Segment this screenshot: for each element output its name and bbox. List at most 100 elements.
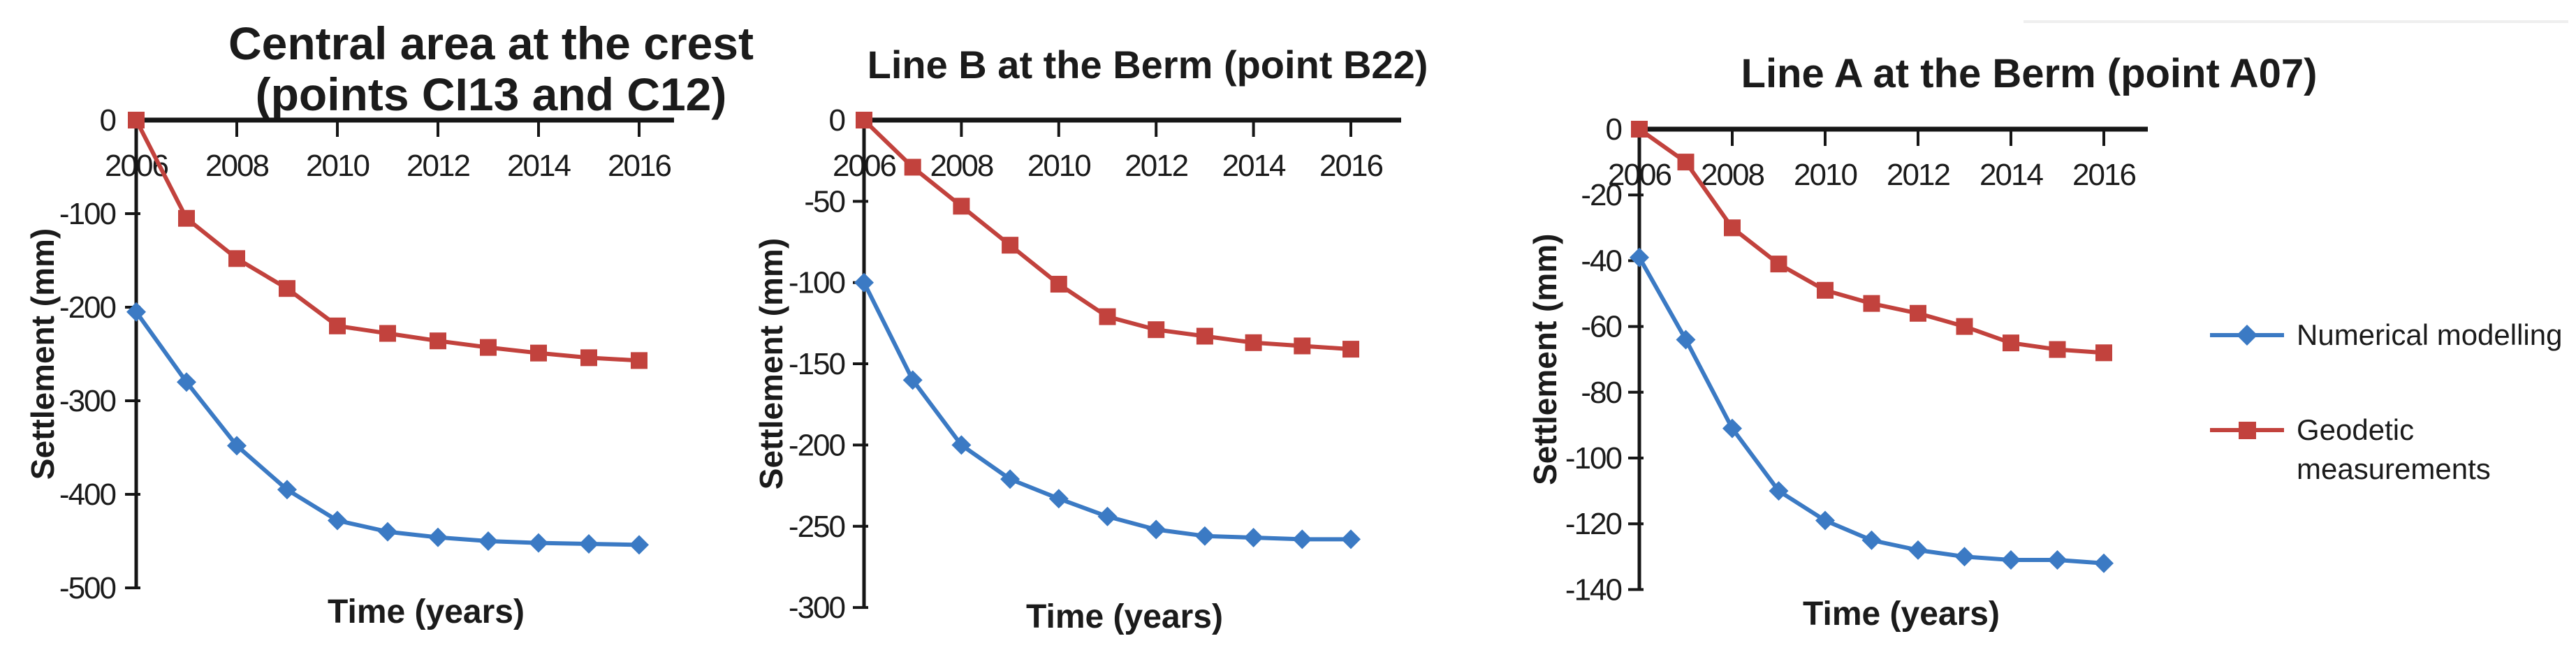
legend-square-glyph — [2239, 422, 2256, 439]
data-point-geodetic-measurements — [856, 112, 872, 128]
data-point-geodetic-measurements — [1148, 321, 1165, 339]
data-point-geodetic-measurements — [904, 158, 921, 176]
legend-item-geodetic: Geodetic measurements — [2209, 411, 2491, 489]
data-point-geodetic-measurements — [228, 250, 245, 267]
y-tick-label: -250 — [789, 510, 845, 544]
chart-title: Line A at the Berm (point A07) — [1741, 51, 2318, 96]
data-point-geodetic-measurements — [580, 349, 597, 367]
data-point-numerical-modelling — [1769, 481, 1789, 501]
data-point-geodetic-measurements — [279, 280, 295, 297]
data-point-numerical-modelling — [1954, 547, 1975, 567]
data-point-numerical-modelling — [2047, 550, 2068, 570]
legend-label-numerical: Numerical modelling — [2297, 318, 2563, 351]
x-tick-label: 2016 — [1319, 149, 1382, 183]
data-point-geodetic-measurements — [379, 325, 396, 342]
x-tick-label: 2012 — [1887, 158, 1949, 192]
data-point-geodetic-measurements — [128, 112, 145, 128]
data-point-geodetic-measurements — [1770, 256, 1787, 273]
data-point-geodetic-measurements — [1956, 318, 1973, 335]
y-tick-label: -300 — [789, 591, 845, 625]
data-point-numerical-modelling — [478, 531, 498, 551]
y-axis-title: Settlement (mm) — [753, 238, 789, 489]
data-point-numerical-modelling — [1048, 489, 1069, 509]
y-tick-label: -500 — [59, 571, 116, 605]
data-point-numerical-modelling — [1722, 418, 1742, 438]
y-tick-label: -40 — [1581, 244, 1621, 278]
data-point-numerical-modelling — [378, 522, 397, 542]
x-axis-title: Time (years) — [1026, 598, 1223, 635]
data-point-geodetic-measurements — [1294, 337, 1311, 355]
data-point-geodetic-measurements — [1724, 219, 1741, 237]
legend-label-geodetic-line2: measurements — [2297, 452, 2491, 485]
x-tick-label: 2010 — [306, 149, 369, 183]
chart-title: Central area at the crest — [228, 17, 754, 69]
legend-item-numerical: Numerical modelling — [2209, 316, 2562, 355]
y-tick-label: 0 — [100, 103, 116, 138]
data-point-numerical-modelling — [1146, 519, 1166, 540]
data-point-numerical-modelling — [126, 302, 146, 322]
faint-artifact-line — [2024, 20, 2568, 23]
x-tick-label: 2012 — [407, 149, 469, 183]
x-tick-label: 2012 — [1125, 149, 1187, 183]
x-tick-label: 2014 — [507, 149, 571, 183]
data-point-geodetic-measurements — [430, 332, 446, 350]
data-point-numerical-modelling — [1908, 540, 1928, 560]
square-marker-icon — [2210, 422, 2284, 439]
data-point-numerical-modelling — [277, 480, 297, 500]
data-point-numerical-modelling — [227, 436, 247, 456]
data-point-numerical-modelling — [579, 534, 599, 554]
y-tick-label: 0 — [1606, 112, 1622, 147]
y-tick-label: -150 — [789, 347, 845, 381]
x-tick-label: 2016 — [608, 149, 671, 183]
x-tick-label: 2010 — [1027, 149, 1090, 183]
x-tick-label: 2008 — [1701, 158, 1764, 192]
legend-label-geodetic: Geodetic measurements — [2297, 411, 2491, 489]
data-point-geodetic-measurements — [1817, 281, 1834, 299]
diamond-marker-icon — [2210, 325, 2284, 346]
data-point-numerical-modelling — [1000, 469, 1020, 489]
data-point-geodetic-measurements — [1050, 276, 1067, 293]
x-tick-label: 2008 — [930, 149, 993, 183]
data-point-geodetic-measurements — [530, 344, 547, 362]
y-tick-label: -400 — [59, 478, 116, 512]
data-point-geodetic-measurements — [2049, 341, 2066, 358]
y-tick-label: -100 — [1565, 441, 1622, 475]
data-point-numerical-modelling — [1630, 247, 1649, 267]
data-point-numerical-modelling — [1861, 530, 1882, 550]
y-tick-label: -120 — [1565, 507, 1622, 541]
data-point-geodetic-measurements — [1342, 341, 1359, 358]
x-axis-title: Time (years) — [328, 593, 525, 630]
x-axis-title: Time (years) — [1803, 596, 2000, 633]
data-point-geodetic-measurements — [2095, 344, 2112, 362]
data-point-numerical-modelling — [1194, 526, 1215, 546]
data-point-numerical-modelling — [1292, 529, 1312, 549]
data-point-geodetic-measurements — [1910, 304, 1926, 322]
y-tick-label: -100 — [59, 197, 116, 231]
y-tick-label: -50 — [804, 184, 844, 219]
x-tick-label: 2008 — [205, 149, 268, 183]
data-point-numerical-modelling — [328, 510, 347, 531]
y-tick-label: 0 — [829, 103, 845, 138]
series-line-numerical-modelling — [134, 309, 641, 547]
y-tick-label: -140 — [1565, 573, 1622, 607]
data-point-numerical-modelling — [1815, 510, 1835, 531]
x-tick-label: 2016 — [2072, 158, 2135, 192]
data-point-geodetic-measurements — [1245, 334, 1262, 351]
chart-title: Line B at the Berm (point B22) — [868, 43, 1428, 87]
data-point-numerical-modelling — [177, 372, 196, 392]
data-point-geodetic-measurements — [1863, 295, 1880, 312]
data-point-geodetic-measurements — [953, 198, 970, 215]
y-tick-label: -100 — [789, 266, 845, 300]
data-point-geodetic-measurements — [631, 352, 647, 369]
y-tick-label: -20 — [1581, 178, 1621, 212]
data-point-geodetic-measurements — [178, 209, 195, 227]
y-axis-title: Settlement (mm) — [1527, 234, 1563, 485]
x-tick-label: 2010 — [1794, 158, 1857, 192]
data-point-geodetic-measurements — [329, 317, 346, 334]
y-tick-label: -200 — [59, 290, 116, 325]
data-point-geodetic-measurements — [1631, 121, 1648, 138]
data-point-geodetic-measurements — [2003, 334, 2019, 352]
data-point-geodetic-measurements — [1099, 308, 1116, 325]
